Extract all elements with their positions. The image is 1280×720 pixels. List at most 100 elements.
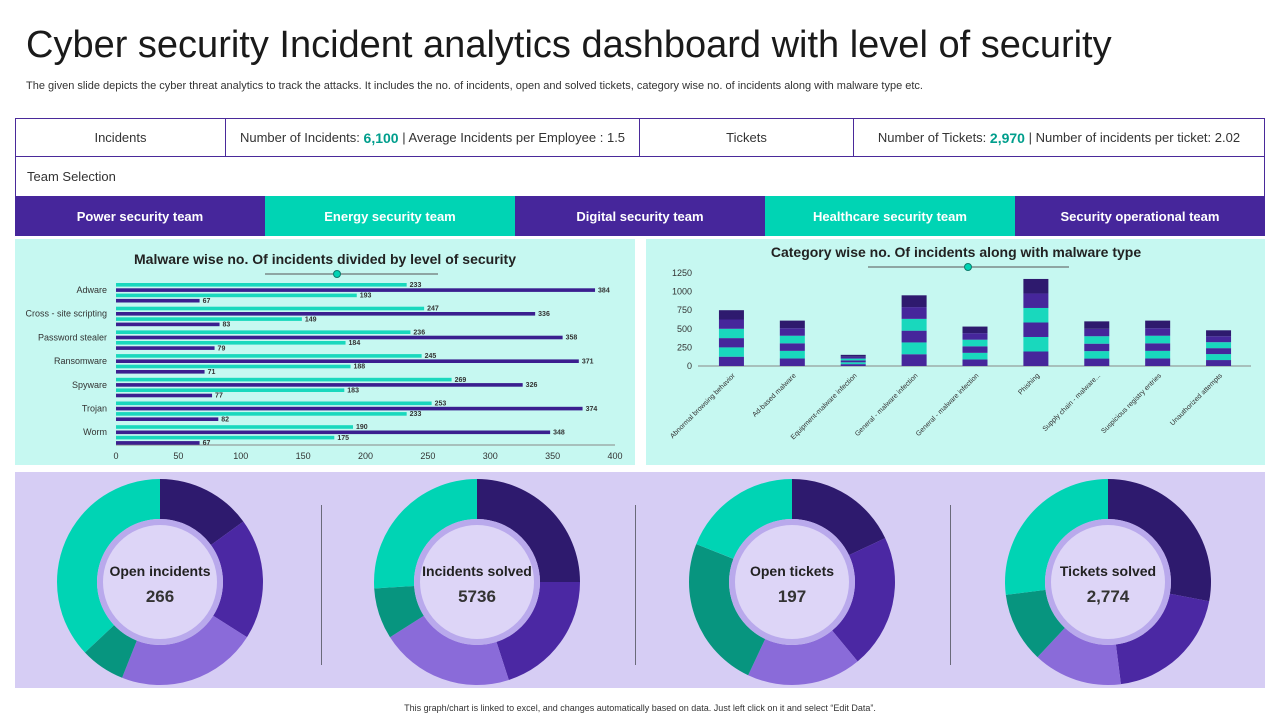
team-tab-2[interactable]: Energy security team <box>265 196 515 236</box>
bar <box>116 346 215 350</box>
donut-segment <box>1005 589 1065 658</box>
donut-segment <box>792 479 886 556</box>
data-label: 326 <box>526 382 538 389</box>
team-tab-5[interactable]: Security operational team <box>1015 196 1265 236</box>
data-label: 336 <box>538 311 550 318</box>
chart-title: Category wise no. Of incidents along wit… <box>771 244 1142 260</box>
data-label: 188 <box>354 364 366 371</box>
bar-segment <box>1023 307 1049 323</box>
bar-segment <box>1145 328 1171 336</box>
bar-segment <box>718 338 744 348</box>
kpi-value: 197 <box>778 587 806 606</box>
tickets-suffix: | Number of incidents per ticket: 2.02 <box>1028 130 1241 145</box>
kpi-value: 266 <box>146 587 174 606</box>
bar-segment <box>779 350 805 359</box>
bar <box>116 341 346 345</box>
y-tick-label: 750 <box>677 305 692 315</box>
bar <box>116 322 220 327</box>
title-marker <box>964 263 972 271</box>
summary-row: Incidents Number of Incidents: 6,100 | A… <box>15 118 1265 157</box>
bar-segment <box>1206 348 1232 355</box>
bar-segment <box>962 352 988 360</box>
donut-segment <box>748 630 858 685</box>
y-tick-label: 1000 <box>672 287 692 297</box>
kpi-donuts: Open incidents 266 Incidents solved 5736 Ope… <box>57 479 1211 685</box>
team-selection-label: Team Selection <box>15 157 1265 197</box>
x-tick-label: 200 <box>358 451 373 461</box>
category-chart-panel: Category wise no. Of incidents along wit… <box>646 239 1265 465</box>
donut-center <box>420 525 534 639</box>
bar <box>116 388 345 392</box>
tickets-prefix: Number of Tickets: <box>877 130 987 145</box>
divider <box>321 505 322 665</box>
donut-center <box>1051 525 1165 639</box>
incidents-summary: Number of Incidents: 6,100 | Average Inc… <box>226 119 640 156</box>
data-label: 83 <box>223 322 231 329</box>
x-tick-label: 350 <box>545 451 560 461</box>
bar <box>116 306 425 311</box>
data-label: 67 <box>203 298 211 305</box>
donut-segment <box>1037 627 1121 685</box>
bar-segment <box>1206 354 1232 361</box>
page-subtitle: The given slide depicts the cyber threat… <box>26 80 923 92</box>
donut-segment <box>832 538 895 662</box>
data-label: 358 <box>566 335 578 342</box>
bar-segment <box>1206 360 1232 366</box>
data-label: 253 <box>435 401 447 408</box>
bar <box>116 288 596 292</box>
bar-segment <box>962 326 988 334</box>
data-label: 71 <box>208 369 216 376</box>
category-stacked-chart: Category wise no. Of incidents along wit… <box>669 244 1251 441</box>
bar <box>116 412 407 416</box>
chart-title: Malware wise no. Of incidents divided by… <box>134 251 516 267</box>
bar-segment <box>1084 321 1110 329</box>
data-label: 67 <box>203 440 211 447</box>
team-tab-1[interactable]: Power security team <box>15 196 265 236</box>
malware-bar-chart: Malware wise no. Of incidents divided by… <box>25 251 622 461</box>
bar-segment <box>779 320 805 329</box>
bar-segment <box>840 364 866 366</box>
team-tab-3[interactable]: Digital security team <box>515 196 765 236</box>
kpi-label: Open tickets <box>750 563 834 579</box>
donut-segment <box>689 544 766 676</box>
bar-segment <box>1023 322 1049 337</box>
incidents-count: 6,100 <box>363 129 399 146</box>
y-tick-label: Password stealer <box>38 332 107 342</box>
bar-segment <box>901 295 927 308</box>
y-tick-label: Ransomware <box>54 356 107 366</box>
bar-segment <box>1023 293 1049 308</box>
y-tick-label: Cross - site scripting <box>25 309 107 319</box>
x-tick-label: 100 <box>233 451 248 461</box>
bar-segment <box>1145 320 1171 329</box>
data-label: 374 <box>586 406 598 413</box>
data-label: 149 <box>305 316 317 323</box>
bar-segment <box>962 359 988 366</box>
bar-segment <box>840 358 866 361</box>
bar-segment <box>718 347 744 357</box>
bar <box>116 393 213 398</box>
bar-segment <box>718 310 744 320</box>
bar <box>116 406 583 411</box>
bar-segment <box>901 330 927 343</box>
bar-segment <box>1023 278 1049 294</box>
donut-segment <box>1115 593 1210 685</box>
data-label: 183 <box>347 387 359 394</box>
data-label: 190 <box>356 424 368 431</box>
donut-segment <box>1108 479 1211 602</box>
team-tab-4[interactable]: Healthcare security team <box>765 196 1015 236</box>
bar-segment <box>1206 336 1232 343</box>
data-label: 233 <box>410 411 422 418</box>
x-tick-label: Supply chain - malware... <box>1042 372 1103 433</box>
data-label: 233 <box>410 282 422 289</box>
tickets-label: Tickets <box>640 119 854 156</box>
bar-segment <box>1023 336 1049 352</box>
bar-segment <box>718 356 744 366</box>
kpi-donut-panel: Open incidents 266 Incidents solved 5736 Ope… <box>15 472 1265 688</box>
bar <box>116 312 536 316</box>
kpi-label: Open incidents <box>109 563 210 579</box>
donut-segment <box>84 625 137 678</box>
y-tick-label: 0 <box>687 361 692 371</box>
bar-segment <box>1084 358 1110 366</box>
bar-segment <box>1084 351 1110 359</box>
y-tick-label: Trojan <box>82 404 107 414</box>
